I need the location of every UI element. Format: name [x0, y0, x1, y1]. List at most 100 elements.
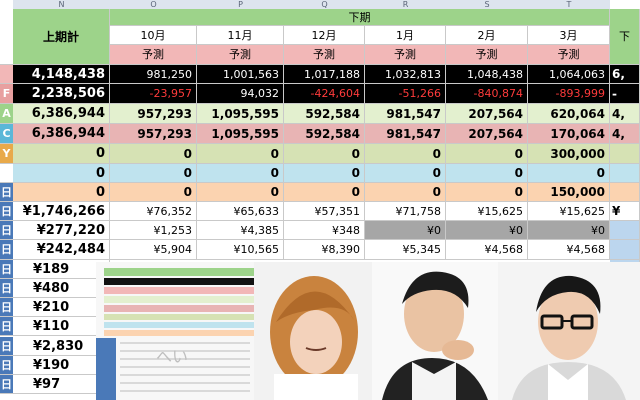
data-cell[interactable]: 0: [284, 183, 365, 202]
right-cut-cell[interactable]: 6,: [610, 65, 640, 84]
data-cell[interactable]: ¥8,390: [284, 240, 365, 260]
row-total-cell[interactable]: 6,386,944: [13, 104, 110, 124]
data-cell[interactable]: ¥65,633: [197, 202, 284, 221]
data-cell[interactable]: 957,293: [110, 124, 197, 144]
data-cell[interactable]: -51,266: [365, 84, 446, 104]
data-cell[interactable]: ¥10,565: [197, 240, 284, 260]
data-cell[interactable]: 0: [528, 164, 610, 183]
row-label: [0, 164, 13, 183]
row-total-cell[interactable]: 0: [13, 144, 110, 164]
header-forecast: 予測: [284, 45, 365, 65]
data-cell[interactable]: ¥15,625: [446, 202, 528, 221]
data-cell[interactable]: 0: [365, 183, 446, 202]
right-cut-cell[interactable]: 4,: [610, 124, 640, 144]
data-cell[interactable]: 0: [446, 183, 528, 202]
data-cell[interactable]: 981,250: [110, 65, 197, 84]
row-label: F: [0, 84, 13, 104]
partial-total-cell[interactable]: ¥190: [13, 356, 110, 375]
row-label: [0, 65, 13, 84]
right-cut-cell[interactable]: -: [610, 84, 640, 104]
data-cell[interactable]: ¥4,568: [446, 240, 528, 260]
data-cell[interactable]: 1,001,563: [197, 65, 284, 84]
data-cell[interactable]: -23,957: [110, 84, 197, 104]
partial-total-cell[interactable]: ¥480: [13, 279, 110, 298]
row-label-blank: [0, 9, 13, 65]
row-total-cell[interactable]: ¥1,746,266: [13, 202, 110, 221]
data-cell[interactable]: 957,293: [110, 104, 197, 124]
row-label: 日: [0, 298, 13, 317]
data-cell[interactable]: ¥1,253: [110, 221, 197, 240]
data-cell[interactable]: -424,604: [284, 84, 365, 104]
data-cell[interactable]: ¥76,352: [110, 202, 197, 221]
right-cut-cell[interactable]: [610, 164, 640, 183]
data-cell[interactable]: ¥348: [284, 221, 365, 240]
row-total-cell[interactable]: ¥242,484: [13, 240, 110, 260]
right-cut-cell[interactable]: [610, 144, 640, 164]
data-cell[interactable]: 0: [284, 144, 365, 164]
data-cell[interactable]: 170,064: [528, 124, 610, 144]
data-cell[interactable]: ¥5,345: [365, 240, 446, 260]
data-cell[interactable]: ¥4,568: [528, 240, 610, 260]
row-total-cell[interactable]: 6,386,944: [13, 124, 110, 144]
row-total-cell[interactable]: 0: [13, 164, 110, 183]
thumbnail-strip: へい: [96, 262, 640, 400]
data-cell[interactable]: 0: [110, 183, 197, 202]
data-cell[interactable]: 0: [446, 144, 528, 164]
data-cell[interactable]: 1,095,595: [197, 124, 284, 144]
right-cut-cell[interactable]: ¥: [610, 202, 640, 221]
row-total-cell[interactable]: 4,148,438: [13, 65, 110, 84]
data-cell[interactable]: 592,584: [284, 124, 365, 144]
data-cell[interactable]: ¥0: [446, 221, 528, 240]
data-cell[interactable]: 0: [197, 183, 284, 202]
data-cell[interactable]: 592,584: [284, 104, 365, 124]
data-cell[interactable]: 620,064: [528, 104, 610, 124]
data-cell[interactable]: ¥15,625: [528, 202, 610, 221]
right-cut-cell[interactable]: [610, 183, 640, 202]
data-cell[interactable]: -840,874: [446, 84, 528, 104]
partial-total-cell[interactable]: ¥110: [13, 317, 110, 336]
row-label: 日: [0, 337, 13, 356]
data-cell[interactable]: 1,048,438: [446, 65, 528, 84]
row-label: 日: [0, 260, 13, 279]
right-cut-cell[interactable]: [610, 221, 640, 240]
right-cut-cell[interactable]: 4,: [610, 104, 640, 124]
data-cell[interactable]: 0: [284, 164, 365, 183]
data-cell[interactable]: 0: [446, 164, 528, 183]
data-cell[interactable]: 981,547: [365, 104, 446, 124]
row-total-cell[interactable]: 0: [13, 183, 110, 202]
row-total-cell[interactable]: ¥277,220: [13, 221, 110, 240]
data-cell[interactable]: 1,017,188: [284, 65, 365, 84]
data-cell[interactable]: 94,032: [197, 84, 284, 104]
data-cell[interactable]: 0: [365, 164, 446, 183]
row-label: 日: [0, 183, 13, 202]
data-cell[interactable]: 207,564: [446, 104, 528, 124]
data-cell[interactable]: 207,564: [446, 124, 528, 144]
header-month: 10月: [110, 26, 197, 45]
data-cell[interactable]: ¥71,758: [365, 202, 446, 221]
partial-total-cell[interactable]: ¥210: [13, 298, 110, 317]
row-label: 日: [0, 221, 13, 240]
data-cell[interactable]: ¥0: [365, 221, 446, 240]
partial-total-cell[interactable]: ¥2,830: [13, 337, 110, 356]
data-cell[interactable]: 0: [110, 144, 197, 164]
data-cell[interactable]: 1,032,813: [365, 65, 446, 84]
data-cell[interactable]: 1,064,063: [528, 65, 610, 84]
data-cell[interactable]: 0: [365, 144, 446, 164]
right-cut-cell[interactable]: [610, 240, 640, 260]
data-cell[interactable]: 981,547: [365, 124, 446, 144]
data-cell[interactable]: 0: [110, 164, 197, 183]
data-cell[interactable]: 150,000: [528, 183, 610, 202]
row-label: 日: [0, 375, 13, 394]
data-cell[interactable]: ¥5,904: [110, 240, 197, 260]
row-total-cell[interactable]: 2,238,506: [13, 84, 110, 104]
partial-total-cell[interactable]: ¥97: [13, 375, 110, 394]
data-cell[interactable]: ¥4,385: [197, 221, 284, 240]
data-cell[interactable]: ¥0: [528, 221, 610, 240]
data-cell[interactable]: ¥57,351: [284, 202, 365, 221]
data-cell[interactable]: -893,999: [528, 84, 610, 104]
data-cell[interactable]: 0: [197, 144, 284, 164]
data-cell[interactable]: 0: [197, 164, 284, 183]
data-cell[interactable]: 300,000: [528, 144, 610, 164]
data-cell[interactable]: 1,095,595: [197, 104, 284, 124]
